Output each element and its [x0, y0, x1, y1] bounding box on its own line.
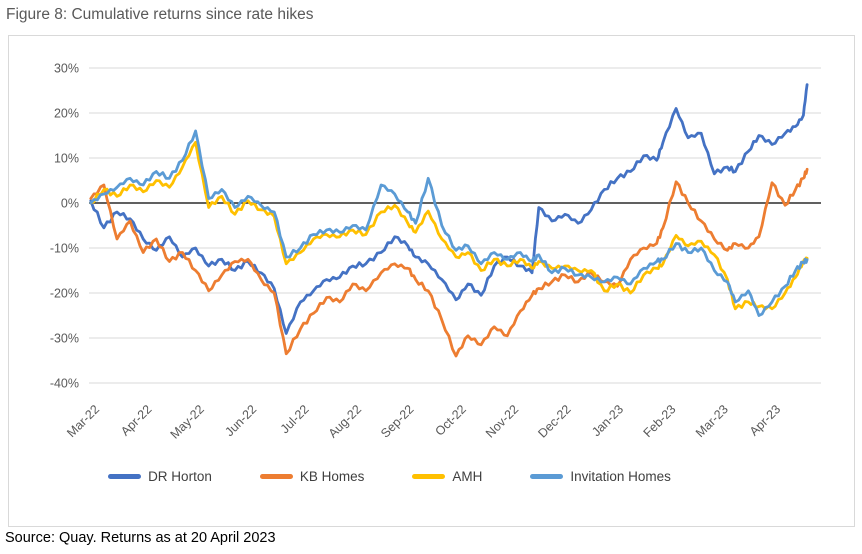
legend-swatch-invitation-homes [530, 474, 564, 480]
x-axis-label: Oct-22 [432, 402, 468, 438]
x-axis-label: Apr-23 [747, 402, 783, 438]
x-axis-label: Feb-23 [641, 402, 679, 440]
y-axis-label: 10% [54, 152, 79, 166]
y-axis-label: 0% [61, 197, 79, 211]
source-note: Source: Quay. Returns as at 20 April 202… [5, 530, 276, 546]
series-line-dr-horton [89, 83, 809, 335]
y-axis-label: -30% [50, 332, 79, 346]
y-axis-label: -10% [50, 242, 79, 256]
series-line-amh [89, 140, 809, 311]
legend-label-invitation-homes: Invitation Homes [570, 469, 671, 484]
legend-swatch-kb-homes [259, 474, 293, 480]
x-axis-label: Mar-23 [693, 402, 731, 440]
legend-item-kb-homes: KB Homes [259, 469, 365, 484]
legend-item-invitation-homes: Invitation Homes [530, 470, 671, 484]
x-axis-label: Mar-22 [64, 402, 102, 440]
x-axis-label: Jan-23 [589, 402, 626, 439]
y-axis-label: 20% [54, 107, 79, 121]
legend-label-dr-horton: DR Horton [148, 469, 212, 484]
y-axis-label: -20% [50, 287, 79, 301]
x-axis-label: Nov-22 [483, 402, 521, 440]
series-line-kb-homes [89, 167, 809, 358]
x-axis-label: Jul-22 [278, 402, 312, 436]
legend-item-dr-horton: DR Horton [108, 470, 212, 484]
x-axis-label: Jun-22 [222, 402, 259, 439]
legend-swatch-amh [412, 474, 446, 480]
x-axis-label: Dec-22 [535, 402, 573, 440]
legend-swatch-dr-horton [108, 474, 142, 480]
legend-label-kb-homes: KB Homes [299, 469, 365, 484]
legend-label-amh: AMH [452, 469, 483, 484]
x-axis-label: May-22 [168, 402, 207, 441]
x-axis-label: Apr-22 [118, 402, 154, 438]
chart-frame: 30% 20% 10% 0% -10% -20% -30% -40% Mar-22 Apr-22 M… [8, 35, 855, 527]
x-axis-label: Sep-22 [378, 402, 416, 440]
y-axis-label: -40% [50, 377, 79, 391]
x-axis-label: Aug-22 [326, 402, 364, 440]
y-axis-label: 30% [54, 62, 79, 76]
legend: DR Horton KB Homes AMH Invitation Homes [0, 470, 812, 484]
figure-title: Figure 8: Cumulative returns since rate … [6, 6, 314, 23]
legend-item-amh: AMH [412, 470, 482, 484]
series-line-invitation-homes [89, 129, 809, 317]
chart-canvas: 30% 20% 10% 0% -10% -20% -30% -40% Mar-22 Apr-22 M… [50, 62, 821, 442]
